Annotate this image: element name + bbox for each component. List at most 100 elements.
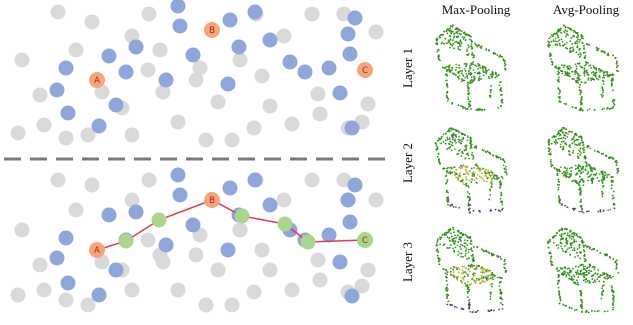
chair-point bbox=[505, 168, 508, 171]
chair-point bbox=[439, 162, 441, 165]
chair-point bbox=[612, 190, 615, 193]
chair-point bbox=[583, 68, 586, 70]
chair-point bbox=[448, 30, 451, 33]
chair-layer-3-max-pooling bbox=[435, 226, 508, 314]
chair-point bbox=[469, 100, 472, 103]
chair-point bbox=[452, 274, 455, 277]
chair-point bbox=[559, 146, 562, 148]
chair-point bbox=[485, 176, 488, 179]
chair-point bbox=[445, 30, 448, 33]
chair-point bbox=[557, 80, 560, 83]
chair-point bbox=[456, 28, 459, 31]
chair-point bbox=[446, 303, 449, 306]
chair-point bbox=[550, 60, 553, 63]
chair-point bbox=[561, 44, 564, 47]
chair-point bbox=[599, 274, 602, 277]
chair-point bbox=[613, 207, 616, 210]
chair-point bbox=[480, 267, 483, 270]
chair-point bbox=[611, 286, 614, 289]
chair-point bbox=[567, 130, 570, 133]
chair-point bbox=[577, 152, 579, 155]
chair-point bbox=[438, 258, 441, 261]
chair-point bbox=[580, 198, 583, 201]
chair-point bbox=[441, 41, 443, 44]
chair-point bbox=[557, 88, 560, 90]
gray-point bbox=[32, 87, 48, 103]
chair-point bbox=[460, 72, 463, 75]
chair-point bbox=[468, 236, 471, 239]
label-c-top: C bbox=[362, 66, 368, 76]
chair-point bbox=[584, 281, 587, 284]
gray-point bbox=[155, 84, 171, 100]
chair-point bbox=[583, 47, 585, 50]
chair-point bbox=[459, 245, 461, 248]
chair-point bbox=[453, 241, 456, 244]
blue-point bbox=[347, 177, 363, 193]
chair-point bbox=[564, 232, 566, 235]
chair-point bbox=[449, 227, 452, 230]
chair-point bbox=[568, 65, 571, 67]
chair-point bbox=[469, 104, 472, 107]
chair-point bbox=[467, 281, 470, 283]
chair-point bbox=[472, 246, 475, 248]
chair-point bbox=[615, 162, 618, 164]
chair-point bbox=[589, 147, 592, 150]
chair-point bbox=[439, 243, 441, 246]
chair-point bbox=[460, 240, 463, 242]
chair-point bbox=[467, 204, 470, 206]
chair-point bbox=[444, 37, 447, 40]
chair-point bbox=[461, 150, 463, 153]
chair-point bbox=[500, 105, 502, 108]
chair-point bbox=[450, 267, 452, 270]
row-label-layer-1: Layer 1 bbox=[400, 48, 415, 88]
chair-point bbox=[470, 153, 473, 156]
chair-point bbox=[574, 41, 577, 44]
chair-point bbox=[571, 152, 574, 154]
chair-point bbox=[472, 256, 475, 259]
chair-point bbox=[462, 271, 465, 274]
chair-point bbox=[463, 173, 465, 176]
chair-point bbox=[478, 72, 481, 75]
chair-point bbox=[573, 143, 576, 146]
chair-point bbox=[556, 40, 559, 43]
chair-point bbox=[579, 305, 582, 308]
chair-point bbox=[489, 283, 492, 286]
chair-point bbox=[550, 53, 553, 56]
gray-point bbox=[188, 72, 204, 88]
chair-point bbox=[575, 71, 578, 73]
chair-point bbox=[582, 143, 585, 146]
chair-point bbox=[578, 79, 580, 81]
chair-point bbox=[491, 76, 494, 79]
chair-point bbox=[607, 209, 609, 212]
chair-point bbox=[441, 233, 444, 236]
chair-point bbox=[473, 179, 476, 182]
chair-point bbox=[466, 48, 468, 51]
chair-point bbox=[614, 160, 617, 163]
chair-point bbox=[548, 144, 551, 146]
gray-point bbox=[50, 172, 66, 188]
chair-point bbox=[503, 62, 506, 65]
chair-layer-3-avg-pooling bbox=[546, 227, 620, 314]
chair-point bbox=[564, 71, 567, 73]
chair-point bbox=[588, 247, 591, 250]
gray-point bbox=[310, 86, 326, 102]
chair-point bbox=[597, 150, 600, 153]
chair-point bbox=[461, 244, 464, 247]
chair-point bbox=[552, 34, 555, 36]
chair-point bbox=[582, 272, 585, 274]
chair-point bbox=[548, 240, 551, 243]
chair-point bbox=[437, 152, 440, 155]
chair-point bbox=[574, 69, 577, 72]
chair-point bbox=[599, 209, 602, 211]
label-a-bottom: A bbox=[94, 246, 100, 256]
chair-point bbox=[567, 75, 570, 77]
chair-point bbox=[564, 142, 567, 145]
chair-point bbox=[562, 66, 565, 69]
gray-point bbox=[312, 106, 328, 122]
chair-point bbox=[584, 157, 587, 159]
blue-point bbox=[108, 97, 124, 113]
chair-point bbox=[469, 310, 472, 313]
chair-point bbox=[473, 56, 476, 59]
chair-point bbox=[500, 193, 503, 196]
chair-point bbox=[469, 141, 472, 144]
